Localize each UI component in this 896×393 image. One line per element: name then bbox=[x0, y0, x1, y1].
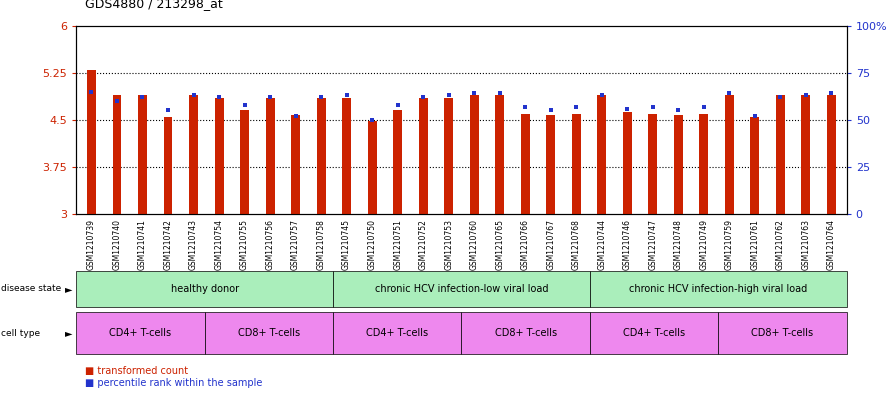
Bar bbox=[393, 110, 402, 214]
Bar bbox=[316, 98, 325, 214]
Text: ►: ► bbox=[65, 284, 72, 294]
Bar bbox=[164, 117, 172, 214]
Text: CD8+ T-cells: CD8+ T-cells bbox=[495, 328, 556, 338]
Text: CD4+ T-cells: CD4+ T-cells bbox=[366, 328, 428, 338]
Bar bbox=[572, 114, 581, 214]
Text: chronic HCV infection-low viral load: chronic HCV infection-low viral load bbox=[375, 284, 548, 294]
Bar bbox=[649, 114, 658, 214]
Text: CD4+ T-cells: CD4+ T-cells bbox=[623, 328, 685, 338]
Bar bbox=[547, 116, 556, 214]
Bar bbox=[214, 98, 223, 214]
Bar bbox=[418, 98, 427, 214]
Bar bbox=[801, 95, 810, 214]
Bar bbox=[444, 98, 453, 214]
Bar bbox=[342, 98, 351, 214]
Bar bbox=[470, 95, 478, 214]
Bar bbox=[623, 112, 632, 214]
Text: ■ transformed count: ■ transformed count bbox=[85, 366, 188, 376]
Text: CD4+ T-cells: CD4+ T-cells bbox=[109, 328, 171, 338]
Bar bbox=[138, 95, 147, 214]
Bar bbox=[776, 95, 785, 214]
Bar bbox=[725, 95, 734, 214]
Bar bbox=[240, 110, 249, 214]
Text: cell type: cell type bbox=[1, 329, 40, 338]
Bar bbox=[598, 95, 607, 214]
Bar bbox=[521, 114, 530, 214]
Bar bbox=[291, 116, 300, 214]
Text: GDS4880 / 213298_at: GDS4880 / 213298_at bbox=[85, 0, 223, 10]
Bar bbox=[700, 114, 709, 214]
Text: CD8+ T-cells: CD8+ T-cells bbox=[237, 328, 300, 338]
Text: disease state: disease state bbox=[1, 285, 61, 293]
Text: healthy donor: healthy donor bbox=[170, 284, 238, 294]
Bar bbox=[674, 116, 683, 214]
Bar bbox=[87, 70, 96, 214]
Bar bbox=[113, 95, 122, 214]
Bar bbox=[265, 98, 274, 214]
Bar bbox=[827, 95, 836, 214]
Text: chronic HCV infection-high viral load: chronic HCV infection-high viral load bbox=[629, 284, 807, 294]
Bar bbox=[750, 117, 759, 214]
Text: CD8+ T-cells: CD8+ T-cells bbox=[752, 328, 814, 338]
Bar bbox=[495, 95, 504, 214]
Text: ■ percentile rank within the sample: ■ percentile rank within the sample bbox=[85, 378, 263, 388]
Bar bbox=[367, 121, 376, 214]
Bar bbox=[189, 95, 198, 214]
Text: ►: ► bbox=[65, 328, 72, 338]
